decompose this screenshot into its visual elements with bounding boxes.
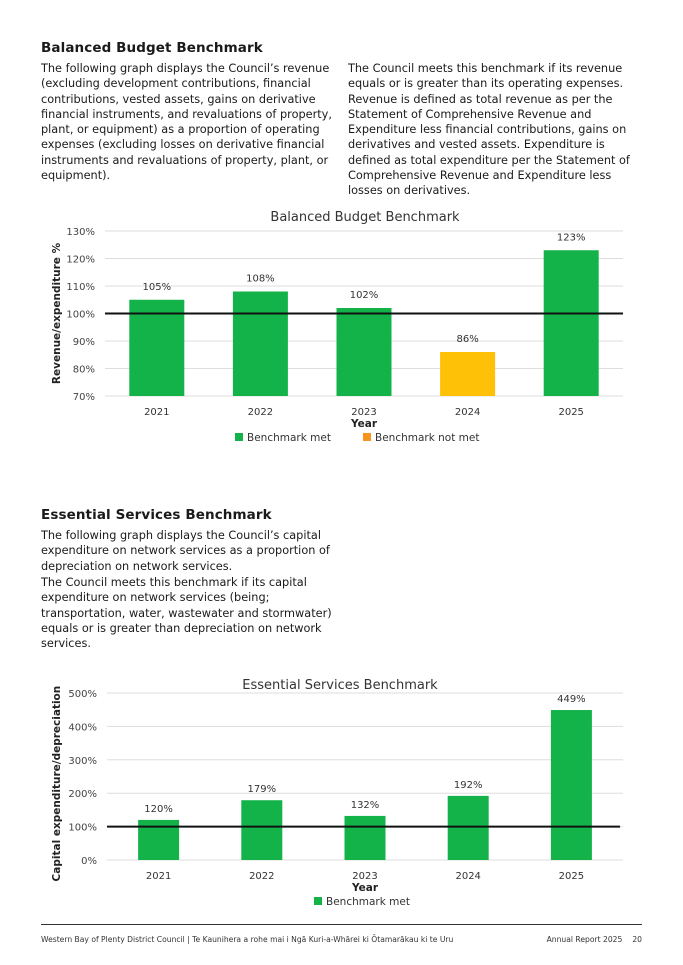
x-axis-label: Year xyxy=(350,418,378,430)
footer-page-number: 20 xyxy=(632,935,642,944)
x-tick-label: 2023 xyxy=(351,407,376,418)
legend-label: Benchmark met xyxy=(247,432,331,444)
x-tick-label: 2025 xyxy=(559,871,584,882)
bar-2021 xyxy=(129,299,185,396)
data-label: 123% xyxy=(557,232,586,243)
x-tick-label: 2022 xyxy=(249,871,274,882)
balanced-budget-left-text: The following graph displays the Council… xyxy=(41,62,332,183)
legend-swatch xyxy=(314,897,322,905)
data-label: 108% xyxy=(246,274,275,285)
balanced-budget-chart: 70% 80% 90% 100% 110% 120% 130%Revenue/expendi… xyxy=(51,227,623,444)
legend-label: Benchmark not met xyxy=(375,432,479,444)
footer-divider xyxy=(41,924,642,925)
bar-2022 xyxy=(241,800,283,860)
legend-label: Benchmark met xyxy=(326,896,410,908)
essential-services-text-2: The Council meets this benchmark if its … xyxy=(41,576,332,651)
data-label: 120% xyxy=(144,804,173,815)
y-tick-label: 0% xyxy=(81,856,97,867)
y-tick-label: 100% xyxy=(66,310,95,321)
y-axis-label: Revenue/expenditure % xyxy=(51,242,63,384)
y-tick-label: 110% xyxy=(66,282,95,293)
y-tick-label: 500% xyxy=(68,689,97,700)
x-tick-label: 2024 xyxy=(455,871,480,882)
footer-right: Annual Report 2025 20 xyxy=(537,935,642,944)
data-label: 105% xyxy=(143,282,172,293)
y-axis-label: Capital expenditure/depreciation % xyxy=(51,684,63,881)
chart2-title: Essential Services Benchmark xyxy=(242,678,438,693)
y-tick-label: 300% xyxy=(68,756,97,767)
y-tick-label: 80% xyxy=(73,365,95,376)
x-tick-label: 2023 xyxy=(352,871,377,882)
footer-report-name: Annual Report 2025 xyxy=(546,935,623,944)
x-tick-label: 2025 xyxy=(558,407,583,418)
data-label: 449% xyxy=(557,694,586,705)
essential-services-heading: Essential Services Benchmark xyxy=(41,507,272,523)
x-tick-label: 2021 xyxy=(146,871,171,882)
data-label: 132% xyxy=(351,800,380,811)
bar-2023 xyxy=(344,815,386,860)
y-tick-label: 200% xyxy=(68,789,97,800)
bar-2024 xyxy=(440,352,496,396)
x-axis-label: Year xyxy=(351,882,379,894)
y-tick-label: 90% xyxy=(73,337,95,348)
x-tick-label: 2022 xyxy=(248,407,273,418)
bar-2023 xyxy=(336,308,392,396)
x-tick-label: 2024 xyxy=(455,407,480,418)
bar-2024 xyxy=(447,795,489,860)
data-label: 86% xyxy=(456,334,478,345)
essential-services-chart: 0% 100% 200% 300% 400% 500% Capital expenditur… xyxy=(51,684,623,908)
y-tick-label: 130% xyxy=(66,227,95,238)
data-label: 179% xyxy=(248,784,277,795)
y-tick-label: 70% xyxy=(73,392,95,403)
x-tick-label: 2021 xyxy=(144,407,169,418)
balanced-budget-heading: Balanced Budget Benchmark xyxy=(41,40,263,56)
legend-swatch xyxy=(363,433,371,441)
y-tick-label: 100% xyxy=(68,823,97,834)
bar-2022 xyxy=(232,291,288,396)
y-tick-label: 400% xyxy=(68,722,97,733)
balanced-budget-right-text: The Council meets this benchmark if its … xyxy=(348,62,630,198)
chart1-title: Balanced Budget Benchmark xyxy=(270,210,460,225)
bar-2025 xyxy=(550,710,592,860)
y-tick-label: 120% xyxy=(66,255,95,266)
bar-2025 xyxy=(543,250,599,396)
legend-swatch xyxy=(235,433,243,441)
data-label: 102% xyxy=(350,290,379,301)
data-label: 192% xyxy=(454,780,483,791)
footer-council-name: Western Bay of Plenty District Council |… xyxy=(41,935,454,944)
essential-services-text-1: The following graph displays the Council… xyxy=(41,529,330,573)
